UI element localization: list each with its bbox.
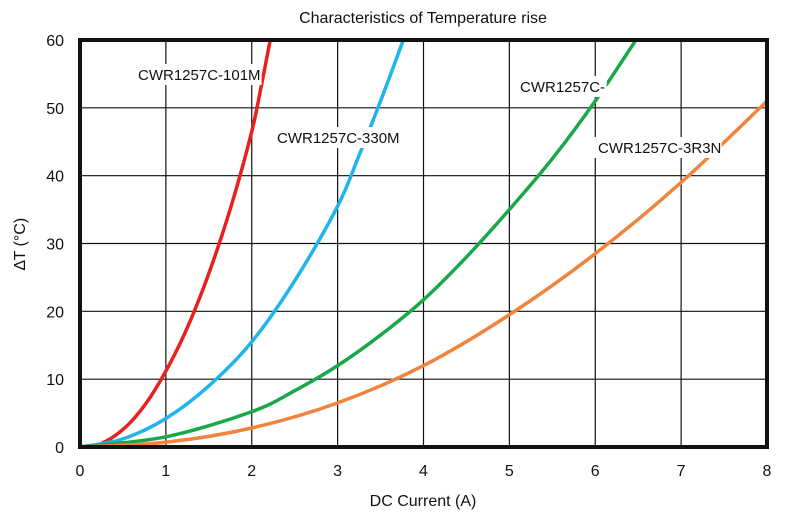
series-label-bg-4 [594,137,722,158]
series-line-4 [80,99,767,447]
x-tick-label-2: 2 [247,463,256,480]
x-tick-label-8: 8 [763,463,772,480]
x-tick-label-1: 1 [161,463,170,480]
y-tick-label-20: 20 [46,304,64,321]
x-tick-label-4: 4 [419,463,428,480]
y-tick-label-40: 40 [46,169,64,186]
x-tick-label-5: 5 [505,463,514,480]
series-label-bg-3 [516,76,607,97]
series-line-1 [80,40,273,447]
series-label-1: CWR1257C-101M [138,67,261,84]
x-tick-label-7: 7 [677,463,686,480]
chart-title: Characteristics of Temperature rise [299,10,547,27]
series-labels: CWR1257C-101M CWR1257C-330M CWR1257C- CWR12… [134,64,722,158]
y-tick-label-50: 50 [46,101,64,118]
series-label-bg-1 [134,64,262,85]
series-label-bg-2 [273,127,401,148]
y-axis-label: ∆T (°C) [12,218,29,270]
y-tick-label-30: 30 [46,237,64,254]
series-label-3: CWR1257C- [520,79,605,96]
x-tick-label-3: 3 [333,463,342,480]
x-axis-label: DC Current (A) [370,493,477,510]
y-tick-label-0: 0 [55,440,64,457]
y-tick-label-60: 60 [46,33,64,50]
tick-labels: 0 1 2 3 4 5 6 7 8 0 10 20 30 40 50 60 [46,33,771,480]
plot-frame [78,38,769,449]
series-label-4: CWR1257C-3R3N [598,140,721,157]
x-tick-label-0: 0 [76,463,85,480]
x-tick-label-6: 6 [591,463,600,480]
series-lines [80,40,767,447]
y-tick-label-10: 10 [46,372,64,389]
series-label-2: CWR1257C-330M [277,130,400,147]
series-line-2 [80,40,406,447]
series-line-3 [80,40,639,447]
